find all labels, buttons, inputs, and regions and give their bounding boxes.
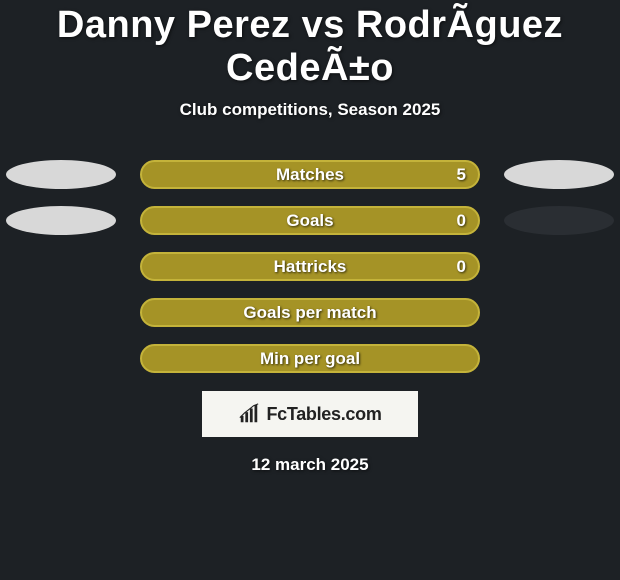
stats-rows: Matches 5 Goals 0 Hattricks 0 Goals per … xyxy=(0,160,620,373)
stat-label: Goals per match xyxy=(243,303,376,323)
value-pill-right xyxy=(504,206,614,235)
stat-row: Hattricks 0 xyxy=(0,252,620,281)
stat-label: Matches xyxy=(276,165,344,185)
branding-badge[interactable]: FcTables.com xyxy=(202,391,418,437)
subtitle: Club competitions, Season 2025 xyxy=(0,100,620,120)
stat-bar: Hattricks 0 xyxy=(140,252,480,281)
stat-row: Goals 0 xyxy=(0,206,620,235)
stat-bar: Goals per match xyxy=(140,298,480,327)
value-pill-left xyxy=(6,160,116,189)
chart-icon xyxy=(238,403,260,425)
stat-row: Goals per match xyxy=(0,298,620,327)
stat-label: Hattricks xyxy=(274,257,347,277)
page-title: Danny Perez vs RodrÃ­guez CedeÃ±o xyxy=(0,0,620,90)
date-label: 12 march 2025 xyxy=(0,455,620,475)
stat-bar: Matches 5 xyxy=(140,160,480,189)
stat-bar: Min per goal xyxy=(140,344,480,373)
value-pill-right xyxy=(504,160,614,189)
stat-row: Min per goal xyxy=(0,344,620,373)
value-pill-left xyxy=(6,206,116,235)
stat-value: 0 xyxy=(457,211,466,231)
stat-value: 5 xyxy=(457,165,466,185)
stat-value: 0 xyxy=(457,257,466,277)
branding-text: FcTables.com xyxy=(266,404,381,425)
stat-label: Goals xyxy=(286,211,333,231)
stat-bar: Goals 0 xyxy=(140,206,480,235)
stat-row: Matches 5 xyxy=(0,160,620,189)
stat-label: Min per goal xyxy=(260,349,360,369)
